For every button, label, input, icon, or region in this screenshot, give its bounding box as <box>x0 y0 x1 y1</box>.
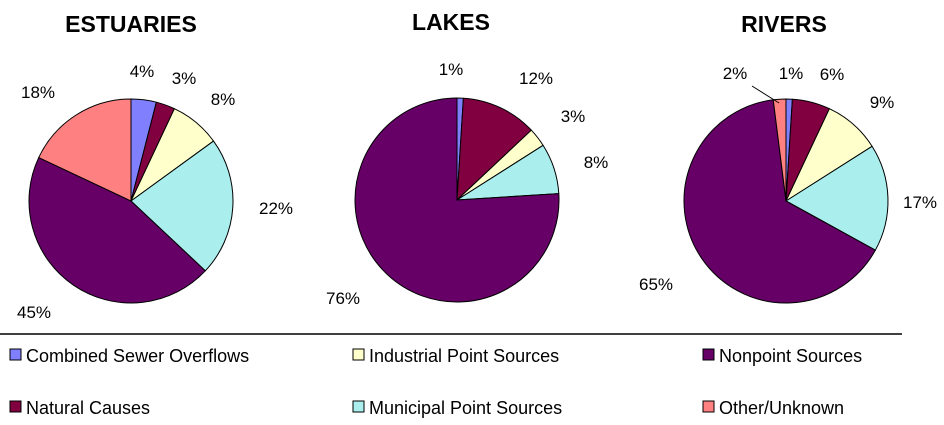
slice-label: 3% <box>561 107 586 126</box>
slice-label: 8% <box>211 90 236 109</box>
pie-slice-natural-causes <box>456 97 532 201</box>
slice-label: 17% <box>903 193 937 212</box>
slice-label: 12% <box>519 69 553 88</box>
slice-label: 2% <box>723 64 748 83</box>
slice-label: 3% <box>172 69 197 88</box>
pie-slice-municipal-point-sources <box>785 145 889 251</box>
legend-label: Natural Causes <box>26 398 150 418</box>
slice-label: 76% <box>326 289 360 308</box>
legend-label: Other/Unknown <box>719 398 844 418</box>
slice-label: 45% <box>17 303 51 322</box>
slice-label: 4% <box>130 62 155 81</box>
pie-slice-nonpoint-sources <box>354 97 560 303</box>
slice-label: 8% <box>584 153 609 172</box>
pie-title: ESTUARIES <box>65 11 197 37</box>
slice-label: 65% <box>639 275 673 294</box>
pie-title: RIVERS <box>741 11 827 37</box>
legend-swatch <box>702 400 715 413</box>
legend-label: Municipal Point Sources <box>369 398 562 418</box>
legend-label: Industrial Point Sources <box>369 346 559 366</box>
pie-slice-other-unknown <box>38 98 132 202</box>
pie-rivers: RIVERS 1% 6% 9% 17% 65% 2% <box>639 11 937 304</box>
legend: Combined Sewer Overflows Industrial Point… <box>9 346 862 418</box>
legend-item-nonpoint-sources: Nonpoint Sources <box>702 346 862 366</box>
legend-swatch <box>352 400 365 413</box>
leader-line <box>751 85 780 104</box>
pie-lakes: LAKES 1% 12% 3% 8% 76% <box>326 9 608 308</box>
legend-swatch <box>9 400 22 413</box>
legend-swatch <box>9 348 22 361</box>
legend-swatch <box>352 348 365 361</box>
legend-item-industrial-point-sources: Industrial Point Sources <box>352 346 559 366</box>
pie-estuaries: ESTUARIES 4% 3% 8% 22% 45% 18% <box>17 11 293 322</box>
legend-item-municipal-point-sources: Municipal Point Sources <box>352 398 562 418</box>
legend-label: Combined Sewer Overflows <box>26 346 249 366</box>
pie-slice-municipal-point-sources <box>130 140 234 272</box>
legend-label: Nonpoint Sources <box>719 346 862 366</box>
slice-label: 1% <box>439 60 464 79</box>
slice-label: 1% <box>779 64 804 83</box>
pie-slice-nonpoint-sources <box>28 157 206 304</box>
pie-slice-nonpoint-sources <box>683 99 876 304</box>
legend-item-natural-causes: Natural Causes <box>9 398 150 418</box>
legend-item-combined-sewer-overflows: Combined Sewer Overflows <box>9 346 249 366</box>
legend-item-other-unknown: Other/Unknown <box>702 398 844 418</box>
pies-layer: ESTUARIES 4% 3% 8% 22% 45% 18% LAKES 1% 12% 3% 8% 76… <box>17 9 937 322</box>
legend-swatch <box>702 348 715 361</box>
slice-label: 22% <box>259 199 293 218</box>
slice-label: 6% <box>820 65 845 84</box>
slice-label: 18% <box>21 83 55 102</box>
slice-label: 9% <box>870 93 895 112</box>
pie-title: LAKES <box>412 9 490 35</box>
